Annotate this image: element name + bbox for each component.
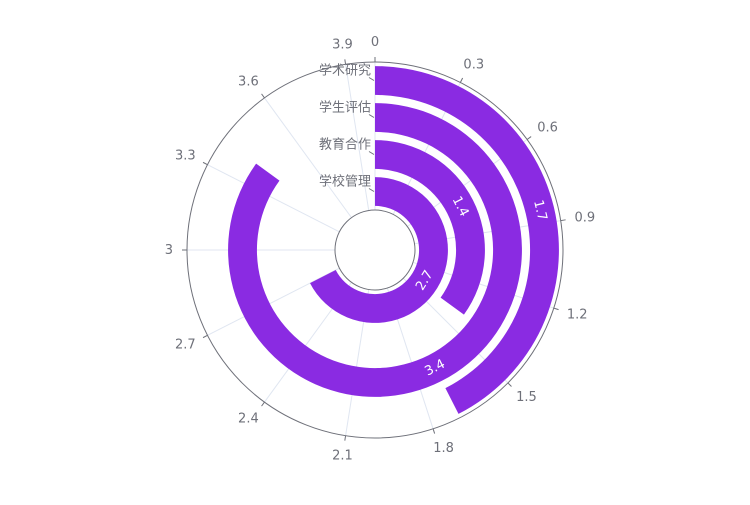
bar-3 bbox=[375, 66, 559, 414]
angle-tick-11 bbox=[202, 161, 208, 166]
angle-tick-label: 1.2 bbox=[567, 307, 588, 322]
angle-tick-label: 3 bbox=[165, 243, 173, 258]
data-label: 1.7 bbox=[530, 199, 549, 223]
grid-line-9 bbox=[207, 267, 340, 336]
angle-tick-1 bbox=[459, 77, 464, 83]
angle-tick-label: 0.3 bbox=[463, 58, 484, 73]
angle-tick-5 bbox=[507, 382, 512, 387]
axis-layer: 0 0.3 0.6 0.9 1.2 1.5 1.8 2.1 2.4 2.7 3 3.3 3.6 3.9 bbox=[165, 35, 595, 463]
category-label: 学术研究 bbox=[319, 63, 371, 79]
bars-layer bbox=[228, 66, 559, 414]
angle-tick-label: 0.6 bbox=[537, 121, 558, 136]
grid-line-13 bbox=[345, 64, 370, 211]
angle-axis-circle bbox=[186, 61, 564, 439]
category-tick bbox=[368, 77, 375, 81]
angle-tick-label: 3.6 bbox=[238, 75, 259, 90]
angle-tick-12 bbox=[261, 93, 265, 99]
category-label: 学校管理 bbox=[319, 174, 371, 190]
angle-tick-8 bbox=[261, 401, 265, 407]
angle-tick-3 bbox=[560, 219, 566, 222]
angle-tick-2 bbox=[526, 136, 532, 140]
angle-tick-9 bbox=[202, 334, 208, 339]
category-tick bbox=[368, 114, 375, 118]
bar-1 bbox=[375, 140, 485, 315]
angle-tick-label: 2.7 bbox=[175, 337, 196, 352]
bar-0 bbox=[310, 177, 448, 323]
angle-tick-label: 2.4 bbox=[238, 411, 259, 426]
angle-tick-7 bbox=[344, 435, 347, 441]
category-tick bbox=[368, 188, 375, 192]
angle-tick-label: 1.8 bbox=[433, 441, 454, 456]
angle-tick-label: 0 bbox=[371, 35, 379, 50]
angle-tick-6 bbox=[432, 428, 436, 434]
angle-tick-label: 0.9 bbox=[574, 210, 595, 225]
angle-tick-label: 3.3 bbox=[175, 149, 196, 164]
category-tick bbox=[368, 151, 375, 155]
angle-tick-label: 2.1 bbox=[332, 448, 353, 463]
angle-tick-label: 3.9 bbox=[332, 38, 353, 53]
category-label: 学生评估 bbox=[319, 100, 371, 116]
inner-axis-circle bbox=[334, 209, 416, 291]
angle-tick-label: 1.5 bbox=[516, 390, 537, 405]
angle-tick-4 bbox=[553, 307, 559, 311]
category-labels: 学校管理 教育合作 学生评估 学术研究 bbox=[319, 63, 375, 192]
category-label: 教育合作 bbox=[319, 137, 371, 153]
grid-line-11 bbox=[207, 164, 340, 233]
angle-tick-13 bbox=[344, 59, 347, 65]
grid-line-12 bbox=[264, 97, 352, 218]
